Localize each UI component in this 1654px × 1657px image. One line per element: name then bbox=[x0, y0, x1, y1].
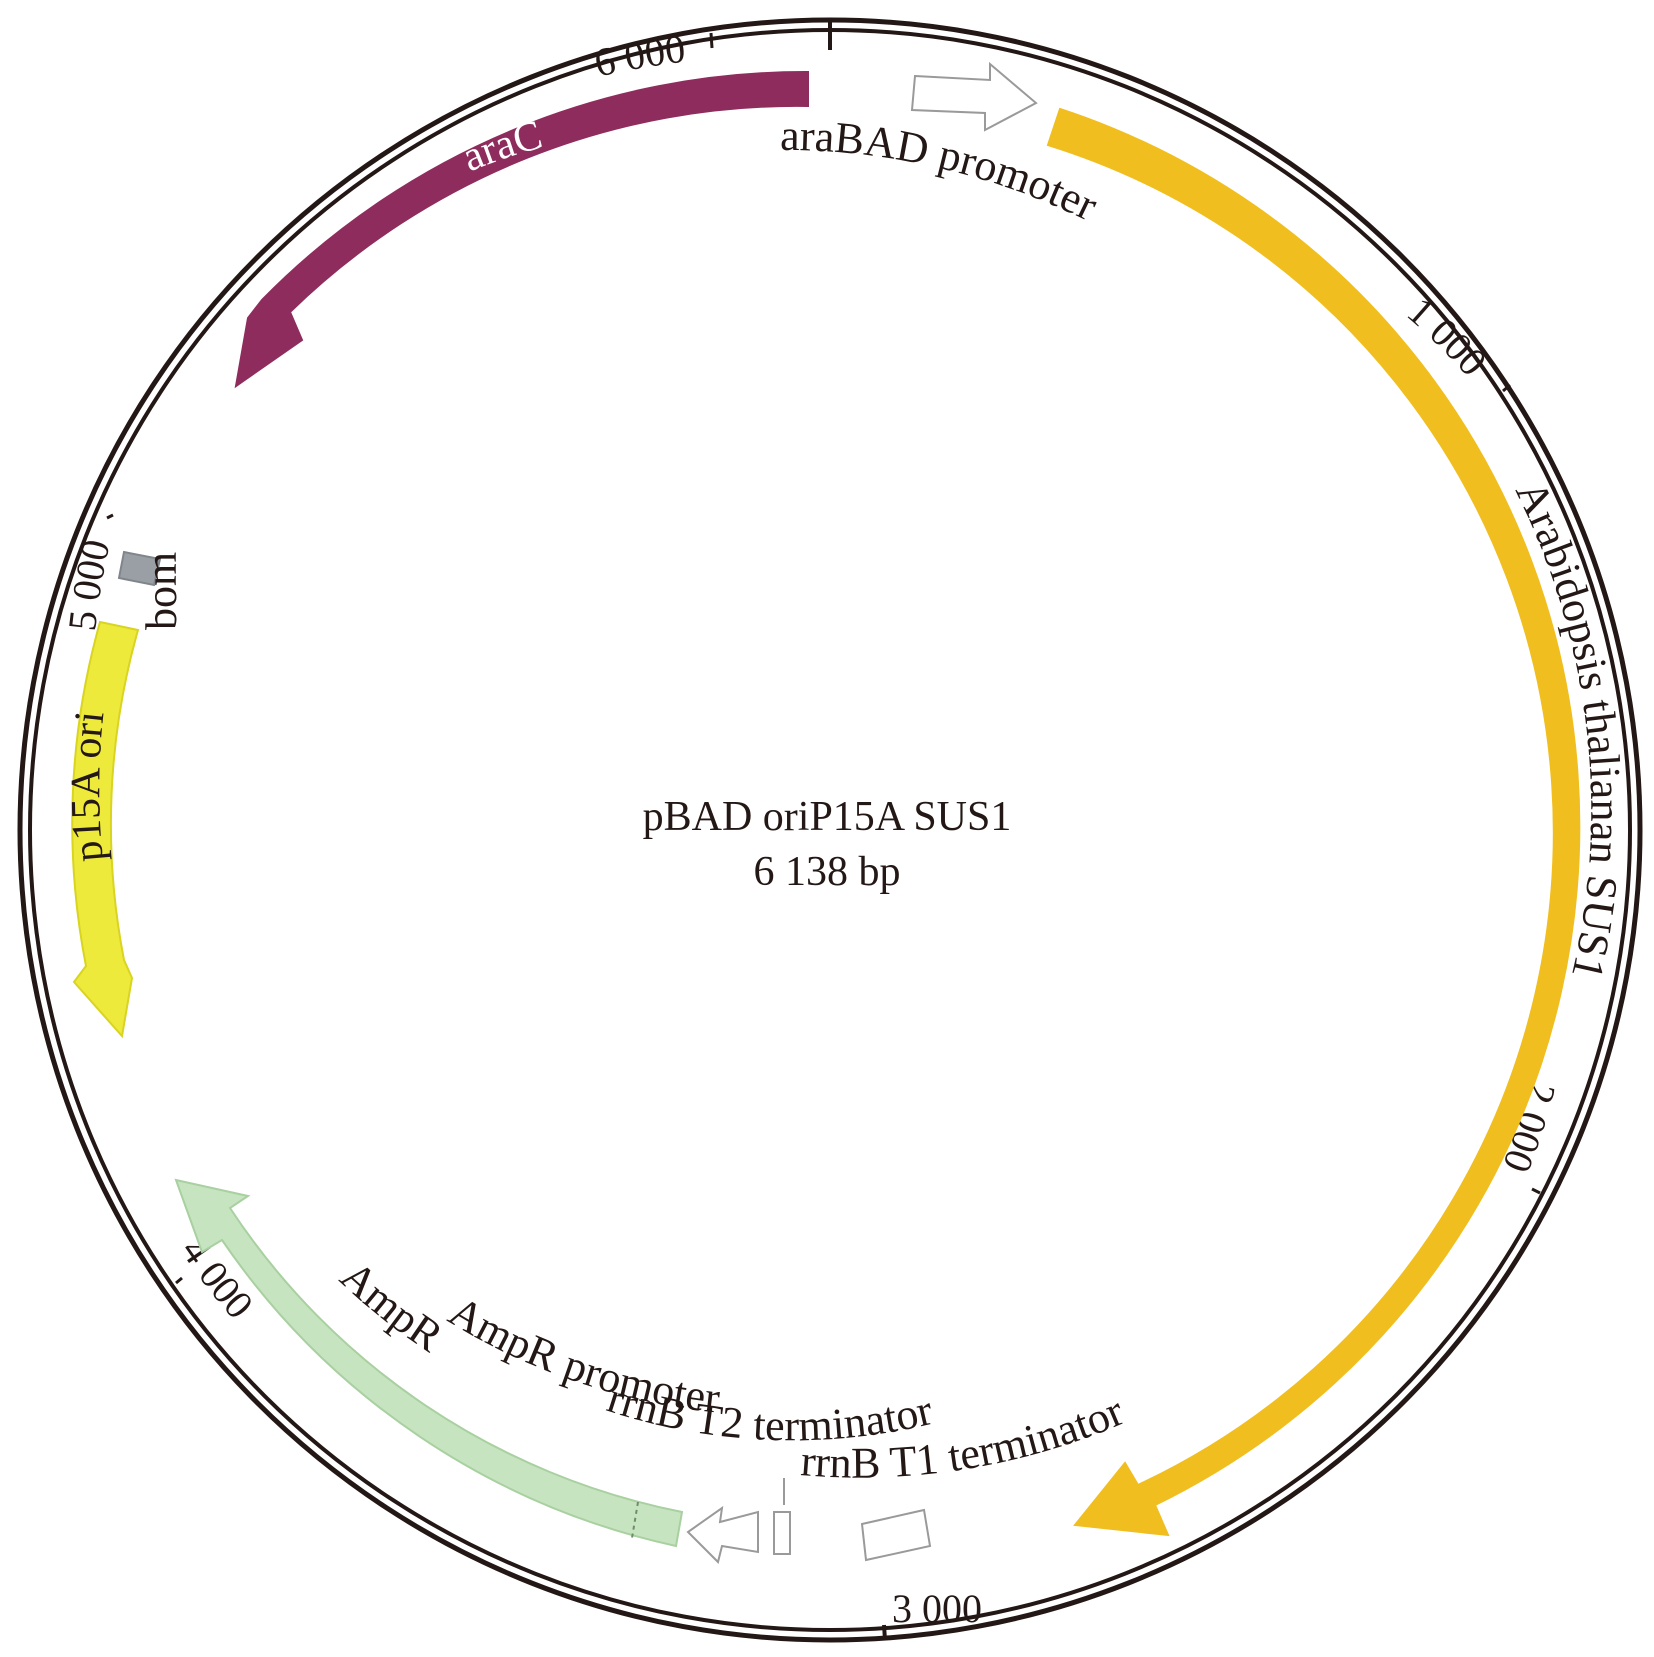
feature-rrnb-t2[interactable] bbox=[773, 1478, 791, 1555]
feature-arabad-promoter[interactable] bbox=[910, 61, 1038, 132]
plasmid-name: pBAD oriP15A SUS1 bbox=[643, 794, 1012, 840]
feature-arac[interactable] bbox=[234, 70, 809, 389]
tick-label-3000: 3 000 bbox=[892, 1586, 982, 1631]
feature-rrnb-t1[interactable] bbox=[860, 1508, 932, 1562]
tick-1000 bbox=[1502, 383, 1511, 393]
tick-5000 bbox=[106, 513, 114, 520]
tick-label-6000: 6 000 bbox=[590, 26, 688, 86]
feature-bom[interactable] bbox=[117, 550, 162, 587]
label-bom: bom bbox=[137, 552, 186, 630]
tick-marks bbox=[106, 20, 1541, 1641]
label-p15a-ori: p15A ori bbox=[63, 709, 113, 864]
label-ampr-promoter: AmpR promoter bbox=[441, 1287, 723, 1423]
tick-2000 bbox=[1531, 1187, 1541, 1195]
feature-ampr[interactable] bbox=[174, 1178, 684, 1548]
ampr-divider bbox=[631, 1501, 639, 1539]
plasmid-size: 6 138 bp bbox=[754, 849, 901, 895]
feature-p15a-ori[interactable] bbox=[71, 620, 140, 1039]
tick-6000 bbox=[709, 32, 714, 49]
tick-3000 bbox=[882, 1624, 887, 1641]
feature-sus1[interactable] bbox=[1046, 107, 1581, 1537]
tick-4000 bbox=[175, 1276, 183, 1285]
feature-ampr-promoter[interactable] bbox=[686, 1505, 759, 1564]
label-arac: araC bbox=[456, 112, 547, 181]
